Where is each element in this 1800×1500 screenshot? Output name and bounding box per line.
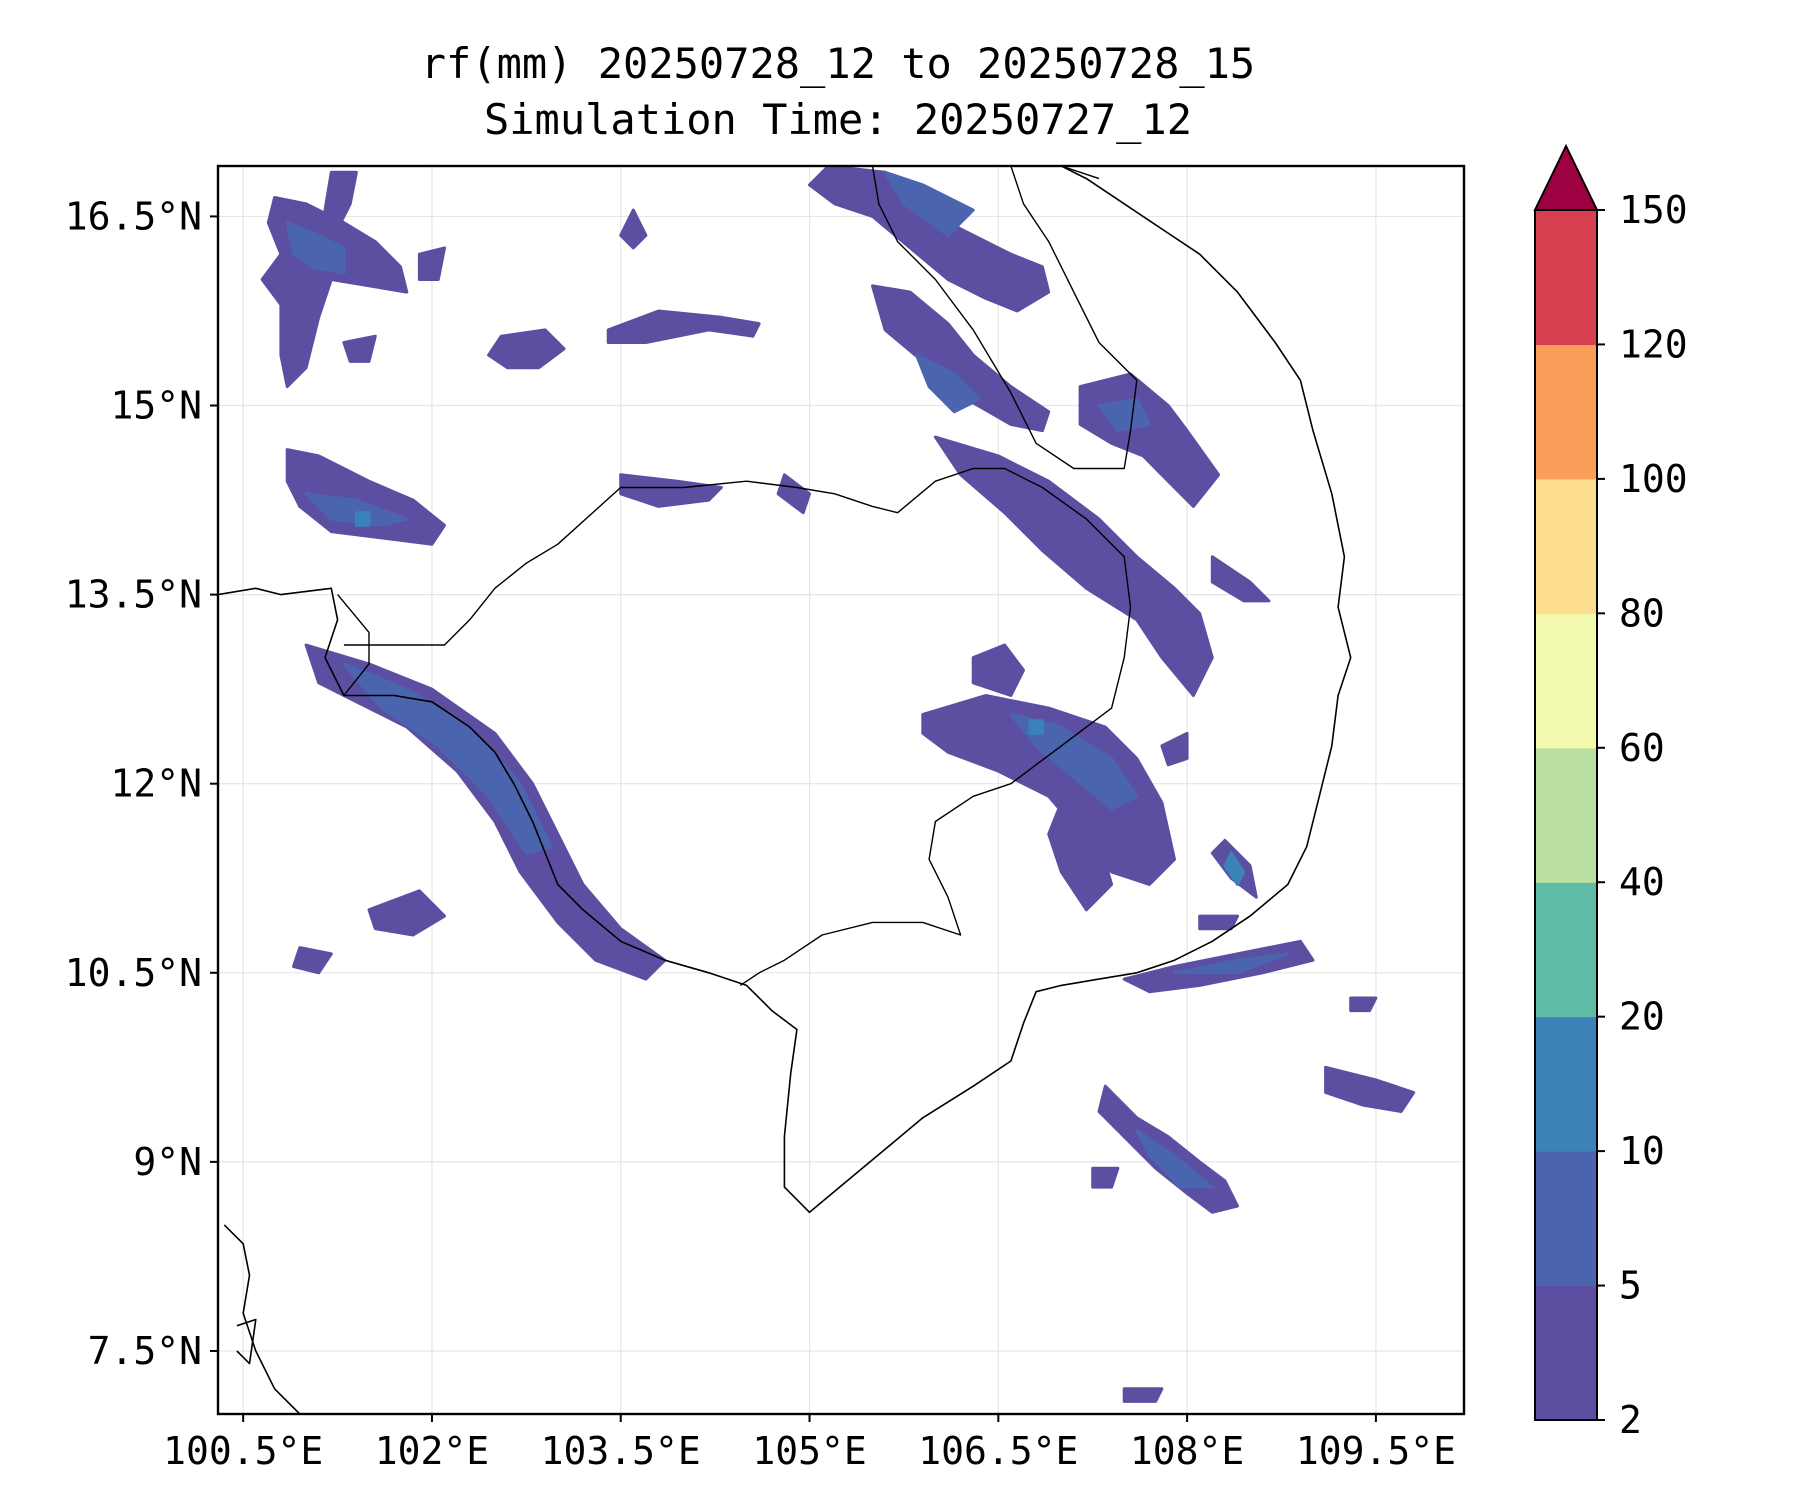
colorbar-segment-5 <box>1535 613 1597 749</box>
rain-area-level-0 <box>1034 517 1063 552</box>
rain-area-level-1 <box>883 170 975 237</box>
rain-area-level-2 <box>354 511 371 527</box>
coastline <box>223 1224 301 1414</box>
rain-area-level-0 <box>487 328 566 370</box>
colorbar-tick-label: 120 <box>1619 322 1688 366</box>
coastline <box>236 1318 257 1365</box>
rain-area-level-2 <box>1028 719 1044 735</box>
country-border <box>337 594 370 696</box>
rain-area-level-0 <box>1349 996 1378 1013</box>
country-border <box>1061 166 1100 180</box>
longitude-tick-labels: 100.5°E 102°E 103.5°E 105°E 106.5°E 108°E 109.… <box>163 1414 1456 1473</box>
colorbar-segment-0 <box>1535 1285 1597 1421</box>
lon-tick-label: 108°E <box>1130 1429 1244 1473</box>
rain-area-level-0 <box>342 334 377 363</box>
colorbar-segment-2 <box>1535 1016 1597 1152</box>
title-line-1: rf(mm) 20250728_12 to 20250728_15 <box>421 39 1255 88</box>
rain-area-level-0 <box>292 946 333 975</box>
rain-area-level-0 <box>971 643 1025 697</box>
lon-tick-label: 106.5°E <box>918 1429 1078 1473</box>
rain-area-level-0 <box>619 473 723 508</box>
lat-tick-label: 12°N <box>110 762 202 806</box>
colorbar-tick-label: 10 <box>1619 1129 1665 1173</box>
rain-area-level-0 <box>367 889 446 937</box>
lon-tick-label: 109.5°E <box>1296 1429 1456 1473</box>
lat-tick-label: 10.5°N <box>65 951 202 995</box>
lat-tick-label: 16.5°N <box>65 194 202 238</box>
colorbar-tick-label: 20 <box>1619 995 1665 1039</box>
country-borders-layer <box>337 166 1138 986</box>
coastlines-layer <box>218 166 1352 1414</box>
rain-area-level-0 <box>619 208 648 250</box>
colorbar-tick-label: 80 <box>1619 591 1665 635</box>
lon-tick-label: 105°E <box>752 1429 866 1473</box>
country-border <box>343 467 1132 986</box>
colorbar-tick-label: 150 <box>1619 188 1688 232</box>
rain-area-level-0 <box>606 309 761 344</box>
colorbar-segment-6 <box>1535 478 1597 614</box>
map-frame <box>216 164 1466 1416</box>
rain-area-level-0 <box>1210 555 1271 603</box>
map-background <box>218 166 1464 1414</box>
colorbar-segment-8 <box>1535 210 1597 345</box>
title-line-2: Simulation Time: 20250727_12 <box>484 95 1192 144</box>
rain-area-level-0 <box>933 435 1214 697</box>
rain-area-level-0 <box>1160 731 1189 767</box>
lon-tick-label: 103.5°E <box>541 1429 701 1473</box>
rain-area-level-1 <box>1009 712 1139 811</box>
rain-area-level-2 <box>1223 851 1246 886</box>
lat-tick-label: 13.5°N <box>65 573 202 617</box>
rain-area-level-1 <box>342 662 553 855</box>
colorbar-tick-label: 2 <box>1619 1398 1642 1442</box>
map-area <box>216 164 1466 1416</box>
colorbar-segment-4 <box>1535 747 1597 883</box>
rain-area-level-0 <box>776 473 811 515</box>
rain-area-level-0 <box>304 643 667 981</box>
colorbar-tick-label: 5 <box>1619 1264 1642 1308</box>
colorbar-segment-3 <box>1535 882 1597 1018</box>
lon-tick-label: 100.5°E <box>163 1429 323 1473</box>
rain-area-level-1 <box>1173 952 1290 975</box>
rain-area-level-0 <box>323 170 358 231</box>
rain-area-level-1 <box>1135 1128 1214 1189</box>
lon-tick-label: 102°E <box>375 1429 489 1473</box>
rain-area-level-0 <box>1198 914 1239 931</box>
rain-area-level-0 <box>1324 1065 1416 1113</box>
rain-area-level-1 <box>304 492 409 527</box>
rain-area-level-0 <box>921 694 1176 886</box>
lat-tick-label: 15°N <box>110 384 202 428</box>
rain-area-level-0 <box>1122 1387 1164 1403</box>
rain-area-level-1 <box>285 221 346 275</box>
lat-tick-label: 9°N <box>133 1140 202 1184</box>
country-border <box>871 166 1138 470</box>
colorbar-segment-7 <box>1535 344 1597 480</box>
latitude-tick-labels: 16.5°N 15°N 13.5°N 12°N 10.5°N 9°N 7.5°N <box>65 194 218 1373</box>
colorbar-tick-label: 100 <box>1619 457 1688 501</box>
rain-area-level-0 <box>417 246 446 281</box>
coastline <box>218 166 1352 1214</box>
rain-area-level-0 <box>1047 801 1114 912</box>
colorbar-tick-label: 40 <box>1619 860 1665 904</box>
rainfall-fill-layer <box>260 166 1416 1403</box>
colorbar: 2 5 10 20 40 60 80 100 120 150 <box>1533 143 1688 1442</box>
lat-tick-label: 7.5°N <box>88 1329 202 1373</box>
rain-area-level-1 <box>915 353 981 414</box>
colorbar-segment-1 <box>1535 1151 1597 1287</box>
rain-area-level-0 <box>1091 1166 1120 1189</box>
colorbar-tick-label: 60 <box>1619 726 1665 770</box>
rain-area-level-1 <box>1097 397 1151 433</box>
colorbar-outline <box>1534 209 1598 1421</box>
